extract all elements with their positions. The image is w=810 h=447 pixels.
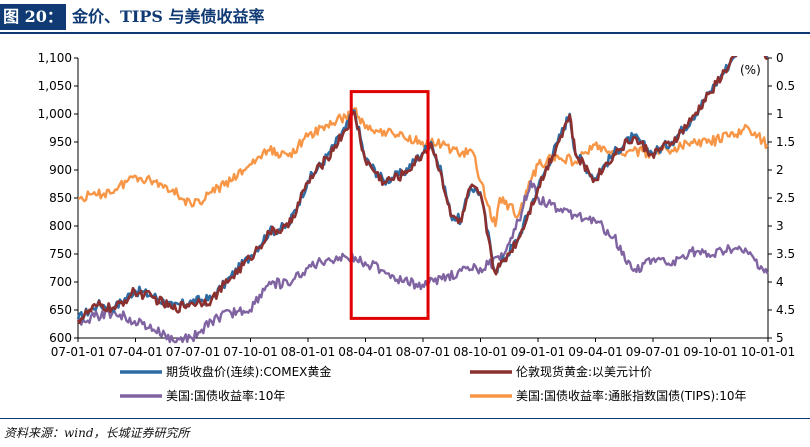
x-tick-label: 08-01-01 (281, 345, 335, 359)
right-tick-label: 3 (776, 219, 784, 233)
left-tick-label: 900 (49, 163, 72, 177)
x-tick-label: 08-10-01 (453, 345, 507, 359)
right-tick-label: 0 (776, 51, 784, 65)
x-tick-label: 09-04-01 (568, 345, 622, 359)
top-mask (79, 34, 768, 56)
x-tick-label: 07-01-01 (51, 345, 105, 359)
series-line-3 (77, 107, 769, 228)
series-line-2 (77, 180, 769, 344)
legend-label-2: 美国:国债收益率:10年 (166, 388, 285, 403)
header-rule (0, 32, 810, 34)
x-tick-label: 09-07-01 (626, 345, 680, 359)
left-tick-label: 850 (49, 191, 72, 205)
right-tick-label: 5 (776, 331, 784, 345)
series-line-0 (76, 52, 769, 321)
x-tick-label: 08-04-01 (338, 345, 392, 359)
highlight-box (349, 90, 430, 320)
series-line-1 (76, 52, 769, 325)
left-tick-label: 650 (49, 303, 72, 317)
figure-title: 金价、TIPS 与美债收益率 (72, 7, 265, 26)
right-tick-label: 4 (776, 275, 784, 289)
x-tick-label: 08-07-01 (396, 345, 450, 359)
right-tick-label: 2.5 (776, 191, 795, 205)
left-tick-label: 600 (49, 331, 72, 345)
figure-header: 图 20： 金价、TIPS 与美债收益率 (0, 0, 810, 34)
left-tick-label: 750 (49, 247, 72, 261)
right-tick-label: 1 (776, 107, 784, 121)
x-tick-label: 09-10-01 (683, 345, 737, 359)
left-tick-label: 800 (49, 219, 72, 233)
x-tick-label: 09-01-01 (511, 345, 565, 359)
x-tick-label: 10-01-01 (741, 345, 795, 359)
legend-label-1: 伦敦现货黄金:以美元计价 (516, 364, 652, 379)
left-tick-label: 700 (49, 275, 72, 289)
legend: 期货收盘价(连续):COMEX黄金 伦敦现货黄金:以美元计价美国:国债收益率:10… (120, 364, 747, 403)
right-tick-label: 4.5 (776, 303, 795, 317)
right-tick-label: 2 (776, 163, 784, 177)
left-tick-label: 1,050 (38, 79, 72, 93)
right-tick-label: 1.5 (776, 135, 795, 149)
left-tick-label: 950 (49, 135, 72, 149)
source-note: 资料来源：wind，长城证券研究所 (4, 426, 190, 440)
tick-layer: 600 650 700 750 800 850 900 950 1,000 1,050 1,100 0… (38, 51, 796, 359)
x-tick-label: 07-07-01 (166, 345, 220, 359)
legend-label-3: 美国:国债收益率:通胀指数国债(TIPS):10年 (516, 388, 747, 403)
legend-label-0: 期货收盘价(连续):COMEX黄金 (166, 364, 331, 379)
figure-label: 图 20： (0, 4, 66, 30)
right-tick-label: 0.5 (776, 79, 795, 93)
left-tick-label: 1,100 (38, 51, 72, 65)
series-layer (76, 34, 769, 344)
gold-tips-treasury-chart: 600 650 700 750 800 850 900 950 1,000 1,050 1,100 0… (38, 34, 796, 403)
x-tick-label: 07-10-01 (223, 345, 277, 359)
footer-rule (0, 418, 810, 419)
left-tick-label: 1,000 (38, 107, 72, 121)
right-tick-label: 3.5 (776, 247, 795, 261)
x-tick-label: 07-04-01 (108, 345, 162, 359)
right-axis-unit: (%) (740, 63, 761, 77)
